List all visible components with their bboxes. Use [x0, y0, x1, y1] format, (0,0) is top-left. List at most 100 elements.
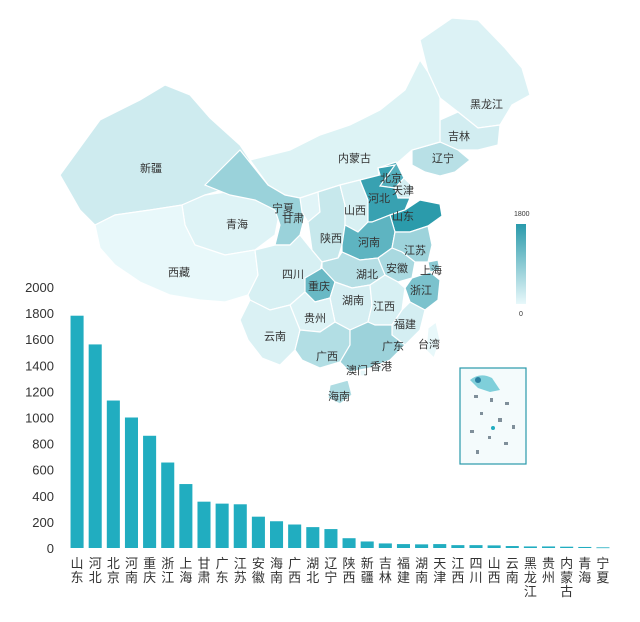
y-tick-label: 1600 — [25, 332, 54, 347]
bar-18[interactable] — [396, 544, 410, 548]
category-label-5: 浙江 — [161, 557, 174, 586]
province-hainan[interactable] — [327, 379, 353, 405]
y-tick-label: 1000 — [25, 411, 54, 426]
south-china-sea-inset — [459, 367, 527, 465]
bar-10[interactable] — [251, 516, 265, 548]
category-label-19: 湖南 — [415, 557, 428, 586]
bar-2[interactable] — [106, 400, 120, 548]
category-label-11: 海南 — [270, 557, 283, 586]
category-label-28: 青海 — [578, 557, 591, 586]
y-tick-label: 1200 — [25, 384, 54, 399]
bar-21[interactable] — [451, 545, 465, 548]
province-guangdong[interactable] — [339, 321, 406, 373]
map-label-22: 浙江 — [410, 284, 432, 297]
map-label-20: 湖北 — [356, 268, 378, 281]
bar-27[interactable] — [560, 546, 574, 548]
category-label-0: 山东 — [71, 557, 84, 586]
category-label-13: 湖北 — [306, 557, 319, 586]
category-label-6: 上海 — [179, 557, 192, 586]
category-label-29: 宁夏 — [596, 556, 609, 586]
bar-19[interactable] — [415, 544, 429, 548]
province-neimenggu[interactable] — [248, 58, 441, 199]
bar-15[interactable] — [342, 538, 356, 548]
legend-max-label: 1800 — [514, 211, 530, 218]
province-liaoning[interactable] — [411, 141, 471, 177]
bar-24[interactable] — [505, 546, 519, 548]
bar-22[interactable] — [469, 545, 483, 548]
bar-17[interactable] — [378, 543, 392, 548]
province-macau[interactable] — [359, 369, 367, 377]
bar-16[interactable] — [360, 541, 374, 548]
map-label-15: 江苏 — [404, 244, 426, 257]
province-shanghai[interactable] — [427, 259, 441, 273]
map-label-24: 江西 — [373, 300, 395, 313]
bar-11[interactable] — [270, 521, 284, 548]
map-label-25: 贵州 — [304, 312, 326, 325]
map-label-32: 香港 — [370, 360, 392, 373]
map-label-14: 河南 — [358, 236, 380, 249]
map-label-17: 上海 — [420, 263, 442, 277]
map-label-4: 新疆 — [140, 161, 162, 175]
bar-8[interactable] — [215, 503, 229, 548]
category-label-18: 福建 — [397, 557, 410, 586]
map-label-31: 澳门 — [346, 363, 368, 377]
bar-4[interactable] — [143, 435, 157, 548]
bar-5[interactable] — [161, 462, 175, 548]
map-label-9: 宁夏 — [272, 201, 294, 215]
province-zhejiang[interactable] — [404, 271, 441, 311]
bar-1[interactable] — [88, 344, 102, 548]
y-tick-label: 1400 — [25, 358, 54, 373]
bar-9[interactable] — [233, 504, 247, 548]
map-label-1: 吉林 — [448, 129, 470, 143]
y-tick-label: 1800 — [25, 306, 54, 321]
y-tick-label: 2000 — [25, 280, 54, 295]
category-label-25: 黑龙江 — [524, 557, 537, 600]
category-labels: 山东河北北京河南重庆浙江上海甘肃广东江苏安徽海南广西湖北辽宁陕西新疆吉林福建湖南… — [71, 556, 610, 600]
bar-25[interactable] — [523, 546, 537, 548]
province-yunnan[interactable] — [239, 299, 301, 366]
category-label-8: 广东 — [216, 557, 229, 586]
map-label-29: 台湾 — [418, 337, 440, 351]
bar-29[interactable] — [596, 547, 610, 549]
category-label-16: 新疆 — [361, 556, 374, 586]
bar-12[interactable] — [288, 524, 302, 548]
bar-13[interactable] — [306, 527, 320, 548]
bar-20[interactable] — [433, 544, 447, 548]
bar-28[interactable] — [578, 546, 592, 548]
category-label-24: 云南 — [506, 557, 519, 586]
map-label-33: 海南 — [328, 389, 350, 403]
map-label-6: 天津 — [392, 184, 414, 197]
map-label-5: 北京 — [380, 171, 402, 185]
y-tick-label: 200 — [32, 515, 54, 530]
map-label-10: 山西 — [344, 204, 366, 217]
bar-26[interactable] — [542, 546, 556, 548]
bar-0[interactable] — [70, 315, 84, 548]
legend-color-ramp — [516, 224, 526, 304]
province-hongkong[interactable] — [373, 364, 383, 372]
category-label-4: 重庆 — [143, 556, 156, 586]
province-taiwan[interactable] — [425, 320, 441, 360]
y-tick-label: 0 — [47, 541, 54, 556]
map-label-7: 河北 — [368, 192, 390, 205]
map-legend: 1800 0 — [514, 211, 530, 318]
map-label-12: 甘肃 — [282, 212, 304, 225]
bar-7[interactable] — [197, 501, 211, 548]
bar-3[interactable] — [124, 417, 138, 549]
bar-14[interactable] — [324, 529, 338, 548]
category-label-23: 山西 — [488, 557, 501, 586]
bars — [70, 315, 610, 549]
bar-23[interactable] — [487, 545, 501, 548]
y-tick-label: 400 — [32, 489, 54, 504]
map-label-16: 安徽 — [386, 261, 408, 275]
map-label-18: 西藏 — [168, 266, 190, 279]
category-label-15: 陕西 — [343, 557, 356, 586]
map-label-26: 福建 — [394, 317, 416, 331]
bar-6[interactable] — [179, 484, 193, 548]
china-map — [59, 17, 531, 405]
map-label-21: 重庆 — [308, 279, 330, 293]
category-label-9: 江苏 — [234, 557, 247, 586]
map-label-2: 辽宁 — [432, 151, 454, 165]
category-label-10: 安徽 — [252, 557, 265, 586]
map-label-3: 内蒙古 — [338, 151, 371, 165]
